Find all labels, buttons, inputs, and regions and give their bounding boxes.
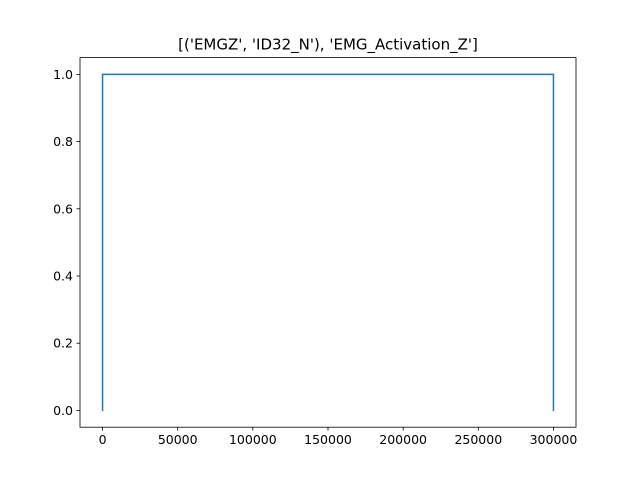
x-tick-label: 250000 — [454, 432, 502, 447]
axes-frame — [79, 57, 577, 428]
y-tick-label: 0.8 — [53, 134, 73, 149]
x-tick-label: 100000 — [229, 432, 277, 447]
axes: 0 50000 100000 150000 200000 250000 300000 0.0 0… — [53, 57, 578, 447]
plot-area — [101, 73, 555, 412]
y-tick-label: 0.6 — [53, 201, 73, 216]
x-tick-label: 300000 — [530, 432, 578, 447]
x-tick-label: 200000 — [379, 432, 427, 447]
y-tick-label: 0.4 — [53, 269, 73, 284]
series-line-0 — [101, 73, 555, 412]
x-tick-label: 50000 — [158, 432, 198, 447]
y-tick-label: 0.2 — [53, 336, 73, 351]
y-tick-label: 0.0 — [53, 403, 73, 418]
x-tick-label: 0 — [99, 432, 107, 447]
x-tick-label: 150000 — [304, 432, 352, 447]
chart-title: [('EMGZ', 'ID32_N'), 'EMG_Activation_Z'] — [178, 36, 478, 55]
y-tick-label: 1.0 — [53, 67, 73, 82]
